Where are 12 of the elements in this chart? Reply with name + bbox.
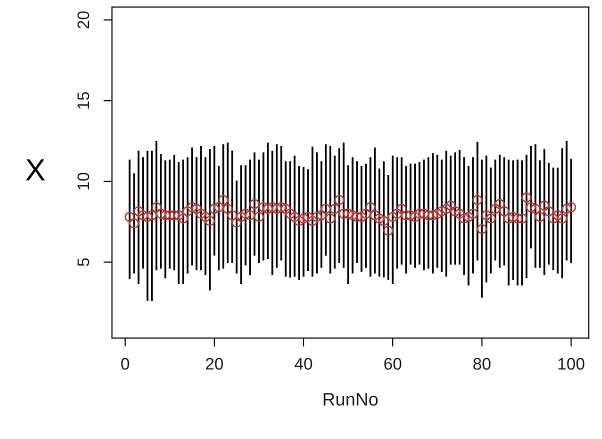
x-tick-label: 80 [473,358,491,370]
y-tick-label: 20 [77,11,90,28]
x-tick-label: 60 [384,358,402,370]
y-tick-label: 10 [77,172,90,190]
y-tick-label: 5 [78,258,90,266]
x-tick-label: 100 [558,358,584,370]
x-axis-title: RunNo [324,393,378,406]
x-tick-label: 40 [294,358,312,370]
x-tick-label: 20 [206,358,223,370]
x-tick-label: 0 [121,358,130,370]
y-axis-title: X [26,159,45,180]
y-tick-label: 15 [78,92,90,109]
